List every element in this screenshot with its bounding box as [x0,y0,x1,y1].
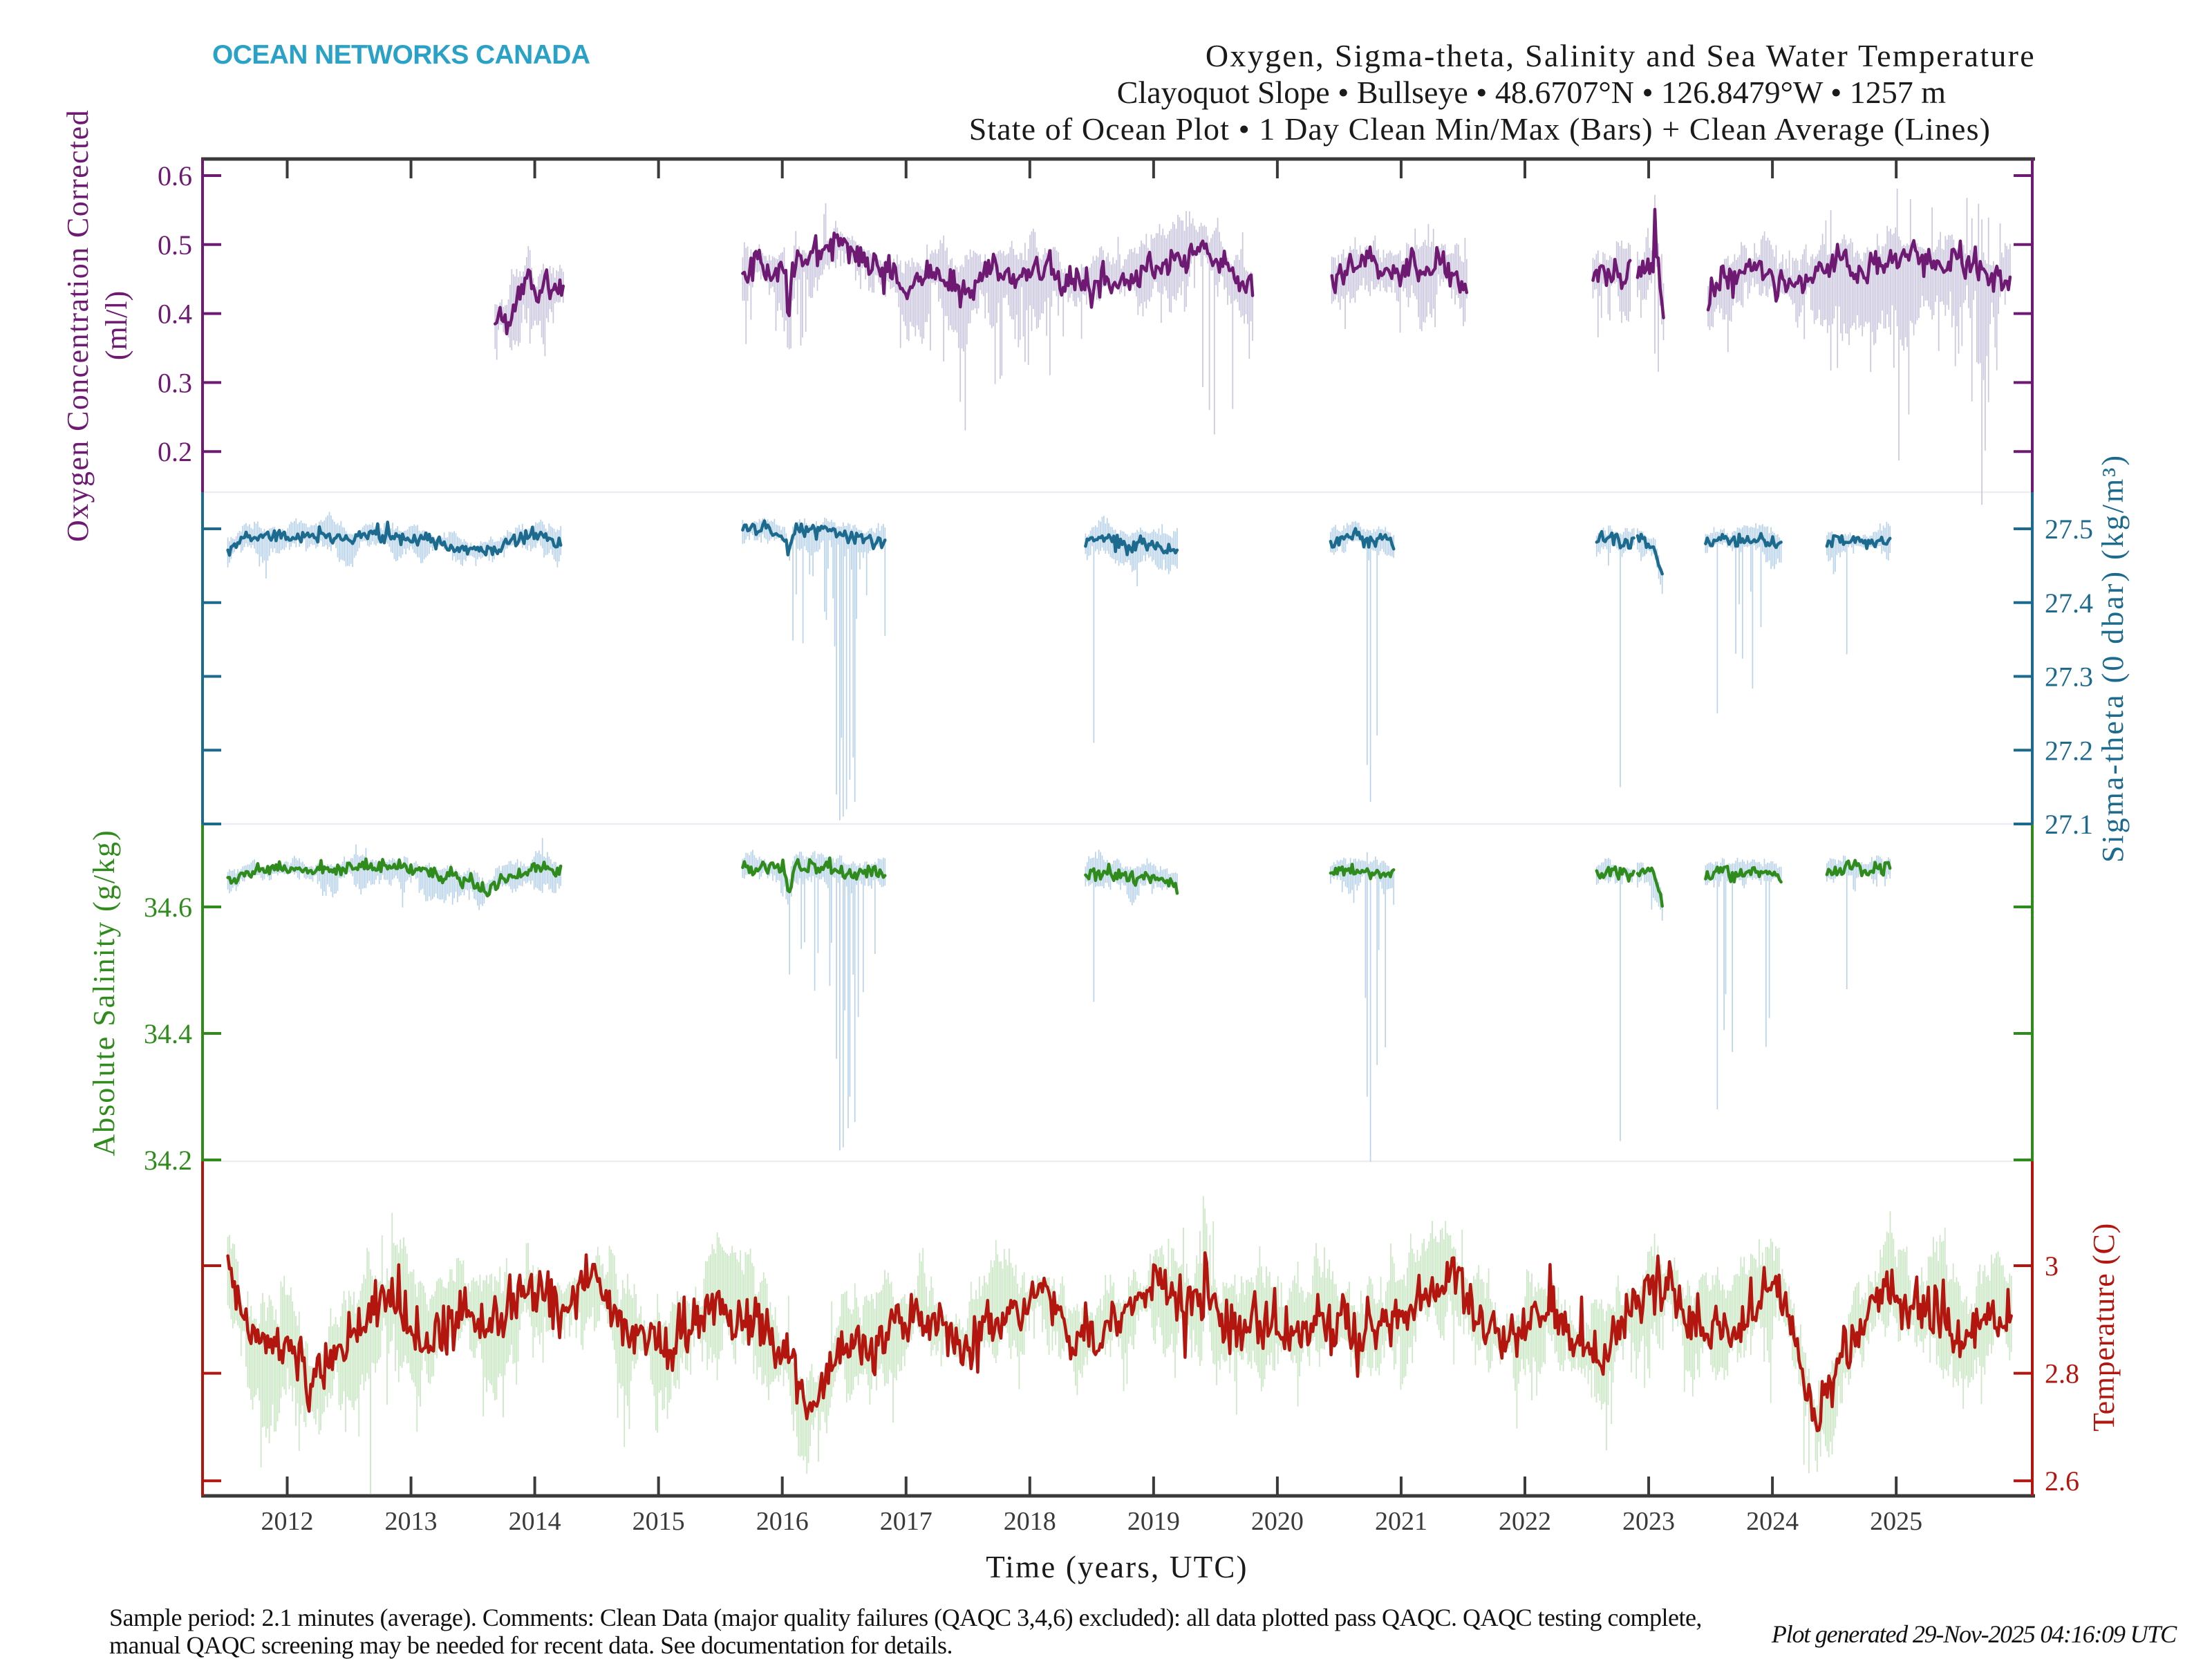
svg-text:2014: 2014 [509,1507,561,1536]
svg-text:Clayoquot Slope • Bullseye • 4: Clayoquot Slope • Bullseye • 48.6707°N •… [1117,75,1946,110]
svg-text:Temperature (C): Temperature (C) [2087,1223,2121,1432]
svg-text:2015: 2015 [632,1507,685,1536]
svg-text:Oxygen Concentration Corrected: Oxygen Concentration Corrected [61,109,95,542]
svg-text:2013: 2013 [385,1507,438,1536]
svg-text:2020: 2020 [1251,1507,1304,1536]
svg-text:State of Ocean Plot • 1 Day Cl: State of Ocean Plot • 1 Day Clean Min/Ma… [969,111,1991,147]
svg-text:34.2: 34.2 [144,1145,192,1176]
svg-text:34.6: 34.6 [144,892,192,923]
svg-text:Sample period: 2.1 minutes (av: Sample period: 2.1 minutes (average). Co… [109,1604,1702,1631]
svg-text:2.8: 2.8 [2045,1358,2079,1389]
svg-text:manual QAQC screening may be n: manual QAQC screening may be needed for … [109,1631,953,1659]
svg-text:27.1: 27.1 [2045,809,2093,840]
svg-text:0.4: 0.4 [158,299,192,330]
svg-text:34.4: 34.4 [144,1018,192,1049]
svg-text:0.5: 0.5 [158,229,192,261]
svg-text:2023: 2023 [1622,1507,1675,1536]
svg-text:(ml/l): (ml/l) [100,291,133,360]
svg-text:2025: 2025 [1870,1507,1922,1536]
svg-text:2.6: 2.6 [2045,1465,2079,1497]
svg-text:Plot generated 29-Nov-2025 04:: Plot generated 29-Nov-2025 04:16:09 UTC [1771,1620,2177,1648]
svg-text:27.4: 27.4 [2045,588,2093,619]
svg-text:2012: 2012 [261,1507,314,1536]
svg-text:OCEAN NETWORKS CANADA: OCEAN NETWORKS CANADA [212,40,590,70]
svg-text:27.2: 27.2 [2045,735,2093,766]
svg-text:Time (years, UTC): Time (years, UTC) [986,1550,1248,1584]
svg-text:2021: 2021 [1375,1507,1427,1536]
svg-text:Absolute Salinity (g/kg): Absolute Salinity (g/kg) [87,829,121,1156]
svg-text:27.3: 27.3 [2045,662,2093,693]
svg-text:2022: 2022 [1499,1507,1551,1536]
svg-text:2016: 2016 [756,1507,809,1536]
svg-text:Sigma-theta (0 dbar) (kg/m³): Sigma-theta (0 dbar) (kg/m³) [2096,453,2130,863]
svg-text:Oxygen, Sigma-theta, Salinity: Oxygen, Sigma-theta, Salinity and Sea Wa… [1206,38,2036,73]
svg-text:0.6: 0.6 [158,160,192,191]
svg-text:2024: 2024 [1746,1507,1799,1536]
svg-text:0.2: 0.2 [158,436,192,467]
svg-text:2017: 2017 [880,1507,932,1536]
svg-text:2019: 2019 [1127,1507,1180,1536]
svg-text:0.3: 0.3 [158,367,192,398]
svg-text:3: 3 [2045,1250,2059,1282]
svg-text:2018: 2018 [1004,1507,1056,1536]
svg-text:27.5: 27.5 [2045,514,2093,545]
